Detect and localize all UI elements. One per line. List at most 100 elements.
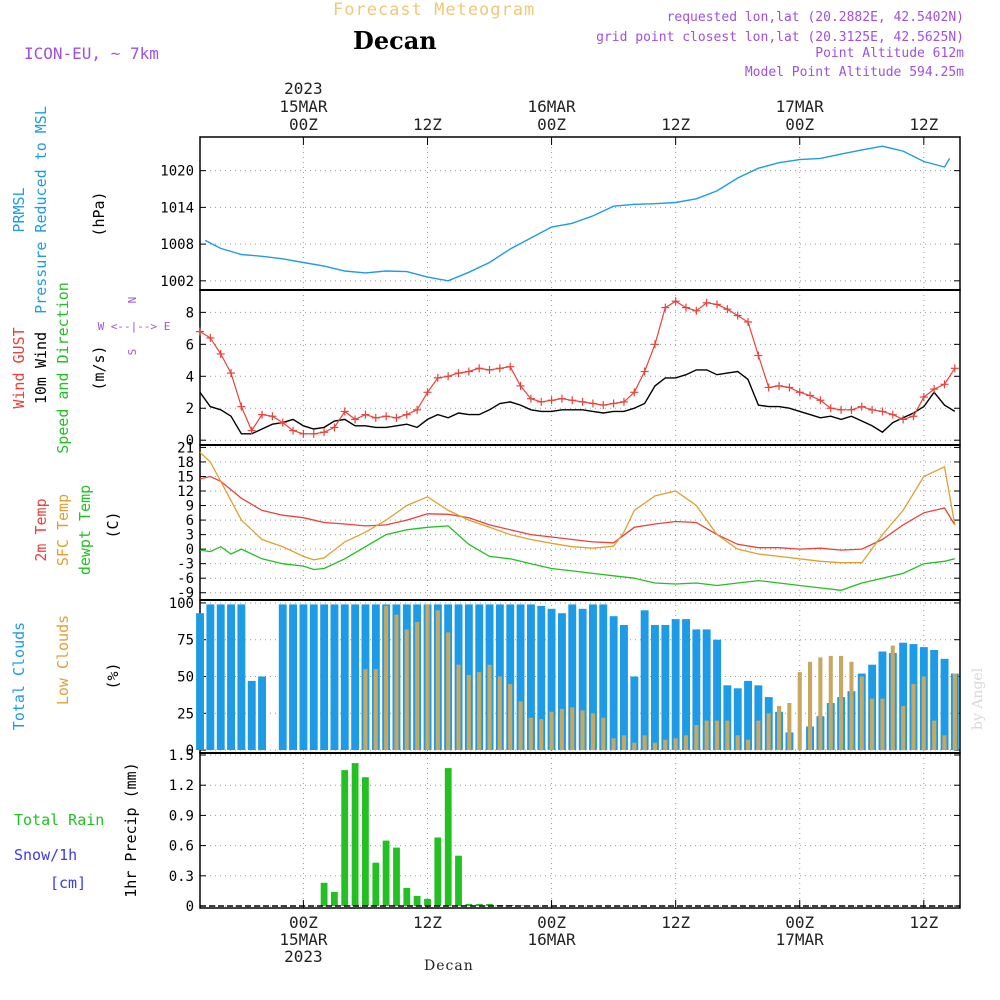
y-tick-label: 15 [177, 469, 194, 485]
y-tick-label: 1014 [160, 200, 194, 216]
total-cloud-bar [754, 685, 763, 750]
wind-gust-marker [754, 351, 763, 360]
precip-bar [341, 770, 349, 906]
low-cloud-bar [559, 708, 564, 751]
y-tick-label: 0 [186, 743, 194, 759]
low-cloud-bar [694, 725, 699, 750]
low-cloud-bar [911, 683, 916, 751]
wind-gust-marker [340, 407, 349, 416]
wind-gust-marker [413, 405, 422, 414]
label-snow-unit: [cm] [50, 874, 86, 892]
footer-station: Decan [424, 958, 474, 974]
wind-gust-marker [278, 418, 287, 427]
precip-bar [486, 904, 493, 906]
low-cloud-bar [642, 735, 647, 750]
wind-gust-marker [878, 407, 887, 416]
wind-gust-marker [258, 410, 267, 419]
low-cloud-bar [466, 675, 471, 750]
wind-speed-line [199, 369, 956, 435]
bottom-time-label: 00Z [785, 913, 814, 932]
wind-gust-marker [371, 413, 380, 422]
panel-frame [199, 752, 961, 909]
total-cloud-bar [506, 604, 515, 750]
low-cloud-bar [404, 629, 409, 750]
bottom-time-label: 12Z [909, 913, 938, 932]
total-cloud-bar [516, 604, 525, 750]
total-cloud-bar [340, 604, 349, 750]
label-wind-gust: Wind GUST [10, 327, 28, 408]
y-tick-label: -9 [177, 586, 194, 602]
y-tick-label: 75 [177, 633, 194, 649]
low-cloud-bar [735, 735, 740, 750]
y-tick-label: 2 [186, 401, 194, 417]
top-time-label: 12Z [661, 115, 690, 134]
wind-gust-marker [671, 297, 680, 306]
wind-gust-marker [692, 306, 701, 315]
bottom-time-label: 15MAR [279, 930, 328, 949]
wind-gust-marker [775, 381, 784, 390]
wind-gust-marker [547, 396, 556, 405]
low-cloud-bar [725, 720, 730, 750]
total-cloud-bar [258, 676, 266, 751]
label-percent: (%) [104, 662, 122, 689]
label-total-rain: Total Rain [14, 811, 104, 829]
wind-gust-marker [795, 388, 804, 397]
total-cloud-bar [620, 625, 628, 750]
low-cloud-bar [477, 672, 482, 751]
wind-gust-marker [382, 412, 391, 421]
y-tick-label: 50 [177, 670, 194, 686]
y-tick-label: 21 [177, 440, 194, 456]
precip-bar [403, 887, 411, 906]
wind-gust-marker [744, 317, 753, 326]
wind-gust-marker [196, 327, 204, 336]
wind-gust-marker [681, 303, 690, 312]
wind-gust-marker [888, 410, 897, 419]
top-time-label: 00Z [289, 115, 318, 134]
y-tick-label: 9 [186, 499, 194, 515]
panel-frame [199, 289, 961, 446]
wind-gust-marker [868, 405, 877, 414]
total-cloud-bar [930, 650, 939, 750]
grid-point-location: grid point closest lon,lat (20.3125E, 42… [596, 30, 964, 45]
compass-south: S [126, 349, 139, 356]
wind-gust-marker [713, 300, 722, 309]
total-cloud-bar [299, 604, 308, 750]
label-hpa: (hPa) [90, 191, 108, 236]
temp-sfc-line [199, 451, 956, 564]
wind-gust-marker [785, 383, 794, 392]
precip-bar [475, 904, 483, 906]
precip-bar [362, 777, 369, 906]
top-time-label: 00Z [785, 115, 814, 134]
precip-bar [393, 847, 400, 906]
y-tick-label: 0 [186, 542, 194, 558]
credit-watermark: by Angel [970, 667, 986, 730]
wind-gust-marker [464, 367, 473, 376]
total-cloud-bar [630, 676, 639, 751]
y-tick-label: 100 [169, 596, 194, 612]
low-cloud-bar [714, 720, 719, 750]
total-cloud-bar [278, 604, 287, 750]
wind-gust-marker [392, 413, 401, 422]
top-time-label: 15MAR [279, 97, 328, 116]
wind-gust-marker [568, 396, 577, 405]
wind-gust-marker [588, 399, 597, 408]
low-cloud-bar [621, 735, 626, 750]
y-tick-label: 1002 [160, 274, 194, 290]
y-tick-label: 0 [186, 899, 194, 915]
y-tick-label: 8 [186, 305, 194, 321]
low-cloud-bar [818, 657, 823, 751]
top-time-label: 16MAR [527, 97, 576, 116]
low-cloud-bar [363, 669, 368, 750]
top-time-label: 2023 [284, 79, 323, 98]
wind-gust-marker [516, 381, 525, 390]
wind-gust-line [199, 300, 956, 435]
label-precip-mm: 1hr Precip (mm) [122, 762, 140, 897]
low-cloud-bar [508, 683, 513, 751]
bottom-time-label: 12Z [661, 913, 690, 932]
dewpoint-line [199, 525, 955, 591]
model-name: ICON-EU, ~ 7km [24, 44, 159, 63]
wind-gust-marker [619, 397, 628, 406]
total-cloud-bar [713, 639, 721, 750]
